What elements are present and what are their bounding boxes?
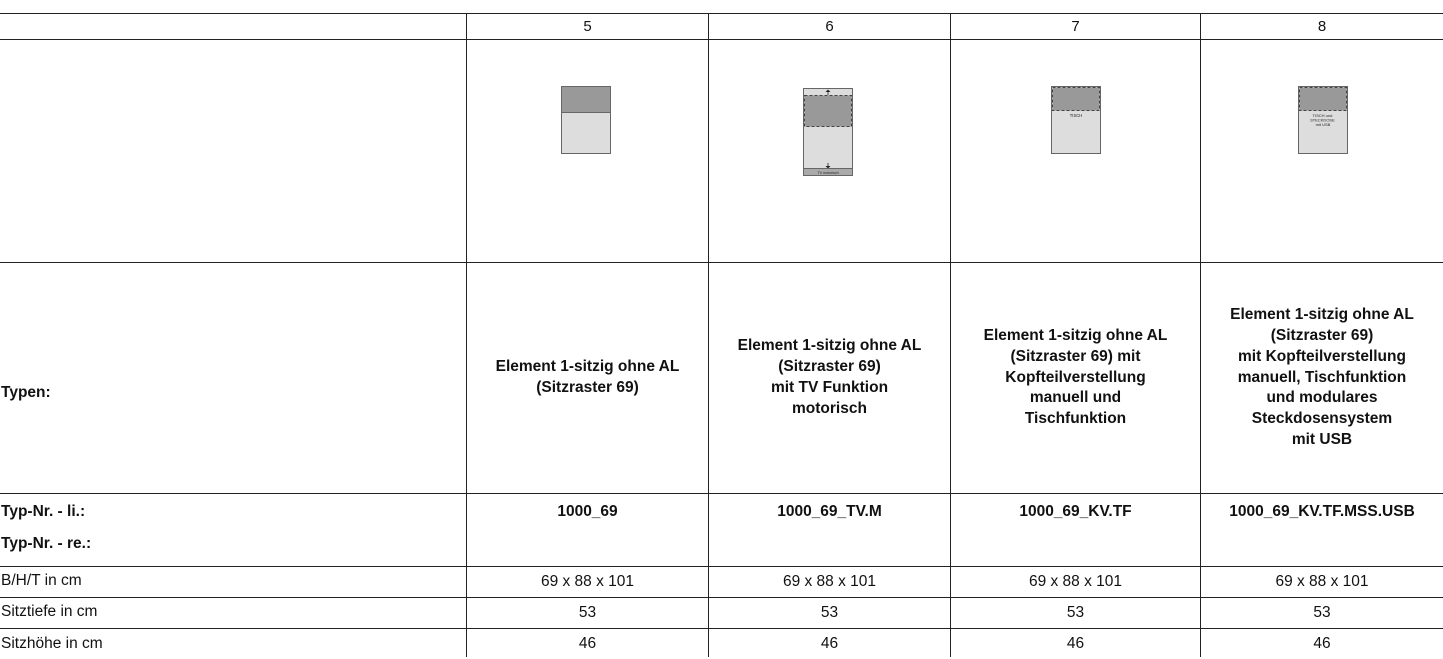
socket-label-line: STECKDOSE <box>1310 118 1335 123</box>
row-label-sitztiefe: Sitztiefe in cm <box>1 603 98 620</box>
type-description-6: Element 1-sitzig ohne AL (Sitzraster 69)… <box>709 263 950 493</box>
type-line: Kopfteilverstellung <box>1005 368 1146 386</box>
typ-nr-li-8: 1000_69_KV.TF.MSS.USB <box>1229 503 1415 520</box>
typ-nr-li-7: 1000_69_KV.TF <box>1019 503 1132 520</box>
type-line: Element 1-sitzig ohne AL <box>495 358 680 376</box>
sitzhoehe-5: 46 <box>578 635 597 652</box>
bht-6: 69 x 88 x 101 <box>782 573 877 590</box>
type-line: manuell, Tischfunktion <box>1237 368 1407 386</box>
grid-line <box>0 597 1443 598</box>
sitzhoehe-7: 46 <box>1066 635 1085 652</box>
column-number-6: 6 <box>825 17 834 35</box>
type-line: mit USB <box>1291 431 1353 449</box>
typ-nr-li-5: 1000_69 <box>557 503 618 520</box>
row-label-sitzhoehe: Sitzhöhe in cm <box>1 635 103 652</box>
typ-nr-li-6: 1000_69_TV.M <box>777 503 882 520</box>
bht-8: 69 x 88 x 101 <box>1275 573 1369 590</box>
column-number-8: 8 <box>1317 17 1327 35</box>
tisch-label: TISCH <box>1070 113 1083 118</box>
socket-label-line: TISCH und <box>1313 113 1333 118</box>
row-label-typ-re: Typ-Nr. - re.: <box>1 535 92 552</box>
column-number-5: 5 <box>583 17 592 35</box>
grid-line <box>466 13 467 657</box>
grid-line <box>0 39 1443 40</box>
type-line: Element 1-sitzig ohne AL <box>1230 305 1414 323</box>
type-line: mit TV Funktion <box>770 379 889 396</box>
tv-motorisch-label: TV motorisch <box>817 171 838 175</box>
type-description-8: Element 1-sitzig ohne AL (Sitzraster 69)… <box>1201 263 1443 493</box>
type-line: Element 1-sitzig ohne AL <box>983 326 1168 344</box>
type-line: (Sitzraster 69) mit <box>1010 347 1141 365</box>
type-description-7: Element 1-sitzig ohne AL (Sitzraster 69)… <box>951 263 1200 493</box>
grid-line <box>708 13 709 657</box>
type-line: (Sitzraster 69) <box>536 379 639 396</box>
element-table-icon: TISCH <box>1051 86 1101 154</box>
grid-line <box>0 13 1443 14</box>
sitztiefe-8: 53 <box>1313 604 1331 621</box>
grid-line <box>1200 13 1201 657</box>
grid-line <box>0 493 1443 494</box>
sitztiefe-6: 53 <box>820 604 839 621</box>
row-label-bht: B/H/T in cm <box>1 572 82 589</box>
grid-line <box>0 628 1443 629</box>
grid-line <box>0 262 1443 263</box>
type-line: (Sitzraster 69) <box>778 358 881 376</box>
column-number-7: 7 <box>1071 17 1080 35</box>
type-line: Steckdosensystem <box>1251 410 1393 428</box>
socket-label-line: mit USB <box>1316 122 1331 127</box>
type-line: mit Kopfteilverstellung <box>1238 347 1406 365</box>
type-line: motorisch <box>792 399 867 417</box>
grid-line <box>950 13 951 657</box>
type-line: manuell und <box>1029 389 1122 407</box>
svg-text:TISCH und STECKDOSE: TISCH und STECKDOSE mit USB <box>1310 113 1336 127</box>
element-tv-icon: TV motorisch <box>803 88 853 176</box>
type-line: (Sitzraster 69) <box>1270 326 1374 344</box>
sitzhoehe-8: 46 <box>1313 635 1331 652</box>
bht-7: 69 x 88 x 101 <box>1028 573 1123 590</box>
sitztiefe-7: 53 <box>1066 604 1085 621</box>
element-plain-icon <box>561 86 611 154</box>
element-table-socket-icon: TISCH und STECKDOSE mit USB <box>1298 86 1348 154</box>
row-label-typ-li: Typ-Nr. - li.: <box>1 503 86 520</box>
sitztiefe-5: 53 <box>578 604 597 621</box>
type-line: und modulares <box>1266 389 1378 407</box>
grid-line <box>0 566 1443 567</box>
sitzhoehe-6: 46 <box>820 635 839 652</box>
row-label-types: Typen: <box>1 384 51 401</box>
bht-5: 69 x 88 x 101 <box>540 573 635 590</box>
type-line: Element 1-sitzig ohne AL <box>737 337 922 355</box>
type-description-5: Element 1-sitzig ohne AL (Sitzraster 69) <box>467 263 708 493</box>
type-line: Tischfunktion <box>1024 410 1127 428</box>
